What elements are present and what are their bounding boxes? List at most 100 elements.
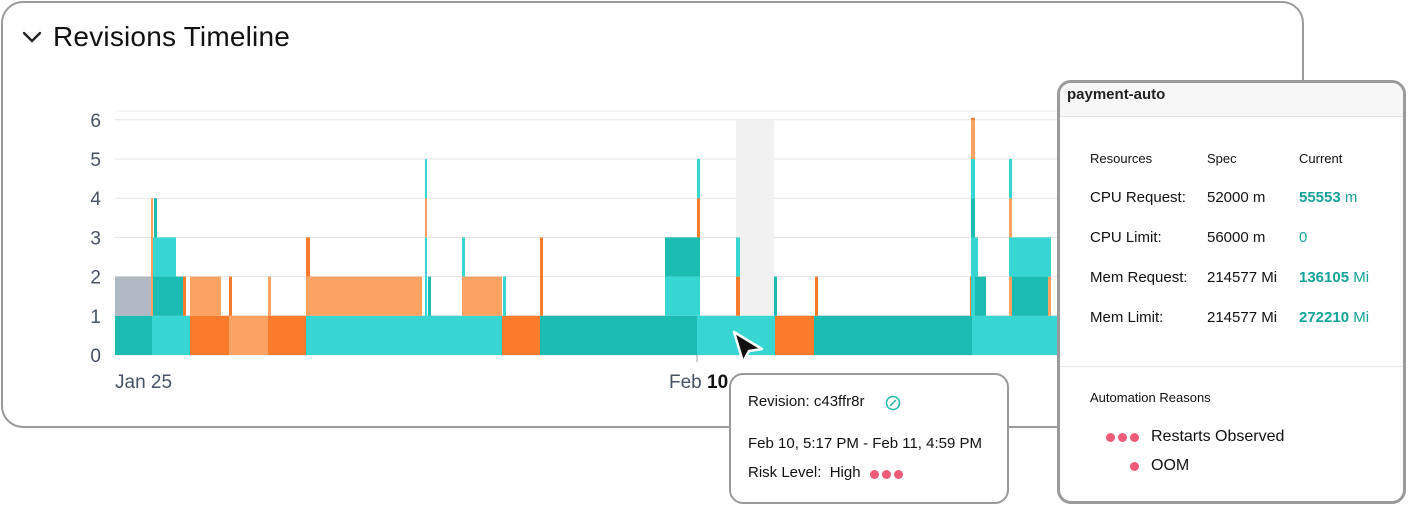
y-tick-label: 2 xyxy=(90,268,101,289)
timeline-bar xyxy=(190,276,221,316)
timeline-bar xyxy=(665,237,697,277)
resource-spec: 214577 Mi xyxy=(1207,309,1278,326)
resource-spec: 56000 m xyxy=(1207,229,1266,246)
timeline-bar xyxy=(540,237,543,316)
timeline-bar xyxy=(268,315,306,355)
timeline-bar xyxy=(975,276,986,316)
y-tick-label: 4 xyxy=(90,189,101,210)
risk-value: High xyxy=(829,464,861,481)
timeline-bar xyxy=(814,315,972,355)
timeline-bar xyxy=(154,198,157,238)
timeline-bar xyxy=(503,276,506,316)
timeline-bar xyxy=(115,315,152,355)
chevron-down-icon[interactable] xyxy=(21,26,43,48)
timeline-bar xyxy=(1009,237,1012,277)
timeline-bar xyxy=(462,276,502,316)
timeline-bar xyxy=(971,117,975,120)
y-tick-label: 3 xyxy=(90,228,101,249)
severity-dot-icon xyxy=(1130,462,1139,471)
timeline-bar xyxy=(1010,237,1048,277)
y-tick-label: 6 xyxy=(90,111,101,132)
y-tick-label: 1 xyxy=(90,307,101,328)
revision-label: Revision: c43ffr8r xyxy=(748,393,865,410)
timeline-bar xyxy=(971,237,975,316)
resource-label: CPU Request: xyxy=(1090,189,1186,206)
reason-label: OOM xyxy=(1151,457,1190,474)
timeline-bar xyxy=(151,198,153,316)
section-divider xyxy=(1060,366,1403,367)
resource-label: Mem Request: xyxy=(1090,269,1188,286)
timeline-bar xyxy=(152,315,190,355)
timeline-bar xyxy=(1009,276,1012,316)
revision-id: c43ffr8r xyxy=(813,393,865,410)
timeline-bar xyxy=(697,159,700,199)
timeline-bar xyxy=(425,315,462,355)
timeline-bar xyxy=(306,276,422,316)
timeline-bar xyxy=(1048,276,1051,316)
y-tick-label: 0 xyxy=(90,346,101,367)
current-value: 0 xyxy=(1299,229,1308,246)
timeline-bar xyxy=(1010,276,1048,316)
resource-spec: 214577 Mi xyxy=(1207,269,1278,286)
column-header-spec: Spec xyxy=(1207,151,1237,166)
timeline-bar xyxy=(152,237,176,277)
revision-tooltip: Revision: c43ffr8r Feb 10, 5:17 PM - Feb… xyxy=(729,373,1009,504)
details-panel-header xyxy=(1060,83,1403,117)
details-panel-title: payment-auto xyxy=(1067,86,1166,103)
timeline-bar xyxy=(183,276,186,316)
current-unit: Mi xyxy=(1353,269,1370,286)
timeline-bar xyxy=(540,315,697,355)
mouse-pointer-icon xyxy=(732,330,764,364)
revisions-chart[interactable]: 0 1 2 3 4 5 6 Jan 25 Feb 10 xyxy=(0,0,1306,430)
y-tick-label: 5 xyxy=(90,150,101,171)
current-value: 55553 xyxy=(1299,189,1341,206)
check-circle-icon xyxy=(885,395,901,411)
timeline-bar xyxy=(775,315,814,355)
resource-current: 272210 Mi xyxy=(1299,309,1369,326)
timeline-bar xyxy=(665,276,697,316)
timeline-bar xyxy=(115,276,152,316)
current-unit: m xyxy=(1344,189,1358,206)
risk-level: Risk Level: High xyxy=(748,464,861,481)
timeline-bar xyxy=(774,276,777,316)
timeline-bar xyxy=(306,237,310,277)
resource-spec: 52000 m xyxy=(1207,189,1266,206)
panel-header[interactable]: Revisions Timeline xyxy=(21,21,290,53)
timeline-bar xyxy=(425,237,427,316)
timeline-bar xyxy=(152,276,183,316)
timeline-bar xyxy=(268,276,271,316)
timeline-bar xyxy=(190,276,193,316)
automation-reasons-title: Automation Reasons xyxy=(1090,390,1211,405)
revision-time-range: Feb 10, 5:17 PM - Feb 11, 4:59 PM xyxy=(748,435,983,452)
x-tick-label: Feb 10 xyxy=(669,372,728,393)
timeline-bar xyxy=(975,237,978,277)
severity-dots-icon xyxy=(1106,433,1139,442)
timeline-bar xyxy=(1009,159,1012,199)
details-panel: payment-auto Resources Spec Current CPU … xyxy=(1057,80,1406,504)
x-tick-label-bold: 10 xyxy=(707,372,728,393)
risk-dots-icon xyxy=(870,470,903,479)
resource-current: 0 xyxy=(1299,229,1307,246)
column-header-current: Current xyxy=(1299,151,1343,166)
timeline-bar xyxy=(502,315,540,355)
timeline-bar xyxy=(425,198,427,238)
timeline-bar xyxy=(190,315,229,355)
timeline-bar xyxy=(1048,237,1051,277)
resource-label: CPU Limit: xyxy=(1090,229,1162,246)
timeline-bar xyxy=(697,198,700,238)
current-unit: Mi xyxy=(1353,309,1370,326)
timeline-bar xyxy=(736,237,740,277)
timeline-bar xyxy=(425,159,427,199)
timeline-bar xyxy=(971,119,975,159)
panel-title: Revisions Timeline xyxy=(53,21,291,52)
timeline-bar xyxy=(306,315,425,355)
x-tick-label: Jan 25 xyxy=(115,372,172,393)
timeline-bar xyxy=(971,159,975,199)
resource-label: Mem Limit: xyxy=(1090,309,1164,326)
resource-current: 55553 m xyxy=(1299,189,1357,206)
timeline-bar xyxy=(229,315,268,355)
current-value: 136105 xyxy=(1299,269,1350,286)
reason-label: Restarts Observed xyxy=(1151,428,1285,445)
current-value: 272210 xyxy=(1299,309,1350,326)
timeline-bar xyxy=(697,276,700,316)
